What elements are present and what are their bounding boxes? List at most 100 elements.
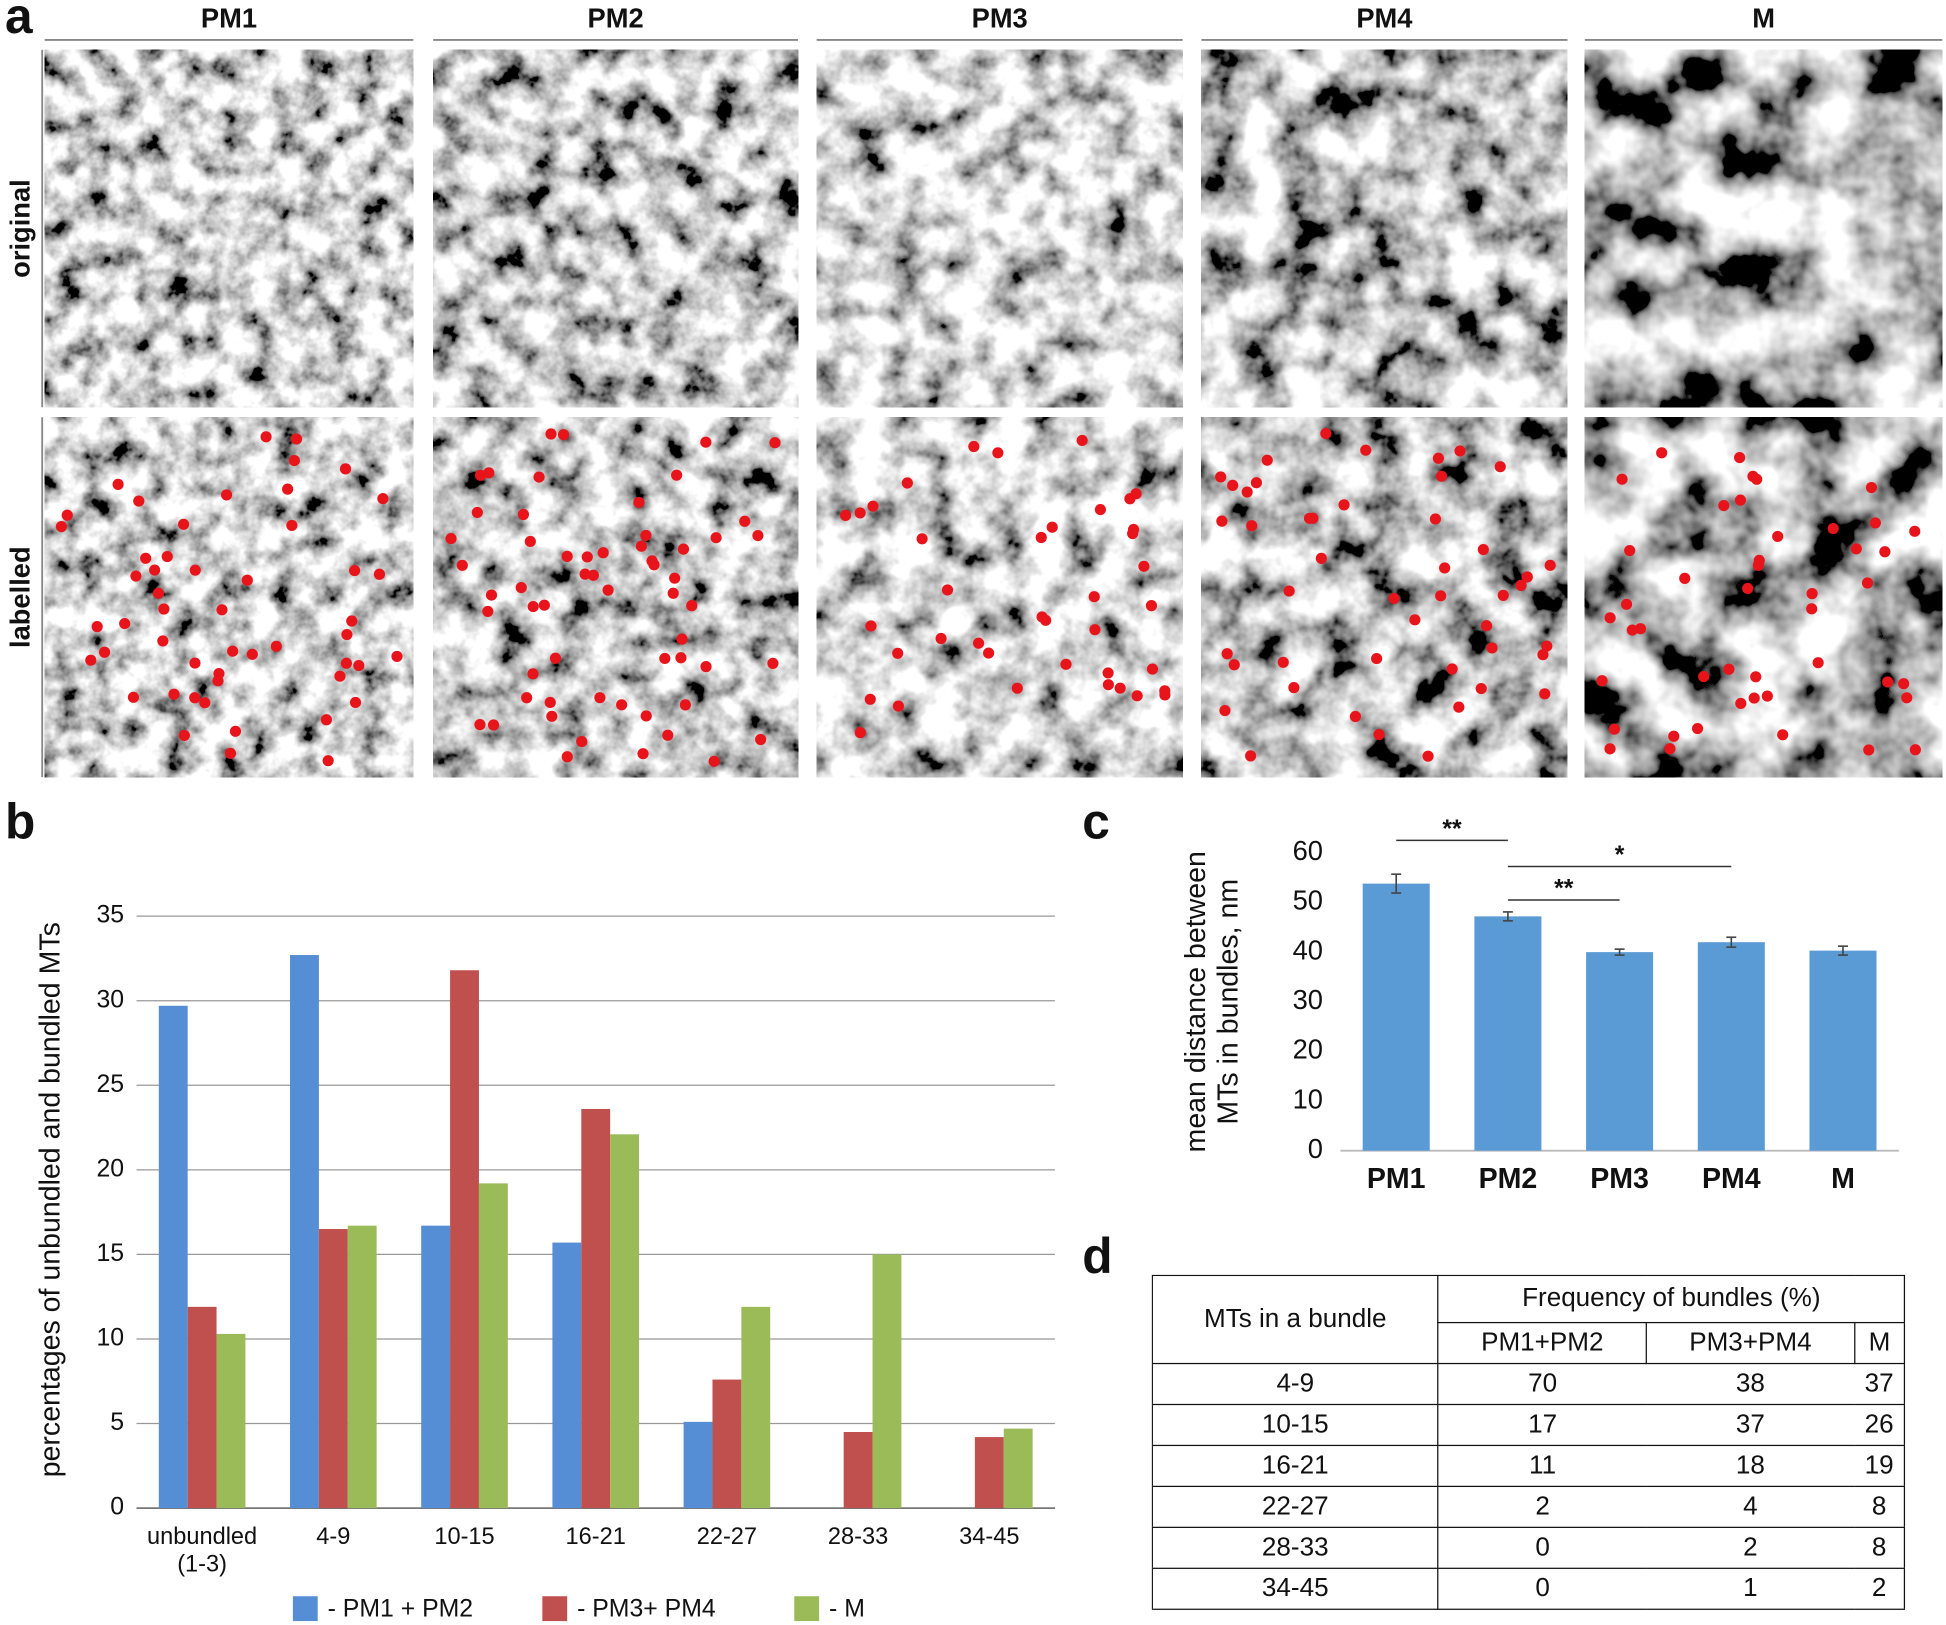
mt-marker bbox=[635, 540, 647, 552]
mt-marker bbox=[1088, 591, 1100, 603]
mt-marker bbox=[1748, 692, 1760, 704]
table-row: 28-33 0 2 8 bbox=[1152, 1526, 1905, 1569]
bar bbox=[581, 1108, 611, 1509]
mt-marker bbox=[212, 675, 224, 687]
mt-marker bbox=[112, 478, 124, 490]
y-tick-label: 35 bbox=[96, 902, 124, 929]
x-tick-wrap: 28-33 bbox=[828, 1524, 888, 1550]
mt-marker bbox=[1216, 515, 1228, 527]
mt-marker bbox=[1227, 479, 1239, 491]
mt-marker bbox=[544, 696, 556, 709]
mt-marker bbox=[671, 469, 683, 481]
bar bbox=[1809, 950, 1877, 1151]
legend-label: - M bbox=[829, 1595, 865, 1622]
mt-marker bbox=[482, 605, 494, 618]
mt-marker bbox=[667, 587, 679, 599]
mt-marker bbox=[288, 454, 300, 467]
mt-marker bbox=[445, 532, 457, 545]
row-label: 4-9 bbox=[1152, 1362, 1439, 1406]
bar bbox=[158, 1005, 188, 1509]
mt-marker bbox=[1909, 525, 1921, 537]
mt-marker bbox=[892, 700, 904, 712]
frequency-table: MTs in a bundle Frequency of bundles (%)… bbox=[1151, 1274, 1906, 1610]
y-tick-label: 40 bbox=[1293, 934, 1323, 965]
mt-marker bbox=[557, 429, 570, 441]
legend-label: - PM1 + PM2 bbox=[328, 1595, 473, 1622]
table-cell: 0 bbox=[1438, 1567, 1647, 1610]
mt-marker bbox=[229, 725, 242, 737]
mt-marker bbox=[1861, 577, 1874, 589]
table-cell: 70 bbox=[1438, 1362, 1647, 1406]
mt-marker bbox=[864, 693, 876, 705]
mt-marker bbox=[1718, 500, 1730, 512]
x-tick-label: PM3 bbox=[1590, 1163, 1649, 1195]
mt-marker bbox=[1515, 579, 1527, 591]
table-cell: 4 bbox=[1646, 1485, 1855, 1528]
mt-marker bbox=[1668, 730, 1680, 742]
mt-marker bbox=[1349, 710, 1361, 723]
bar bbox=[872, 1254, 902, 1509]
mt-marker bbox=[1146, 663, 1159, 675]
table-cell: 37 bbox=[1646, 1403, 1855, 1447]
mt-marker bbox=[189, 564, 201, 576]
mt-marker bbox=[1360, 444, 1372, 456]
mt-marker bbox=[177, 518, 190, 530]
mt-marker bbox=[340, 657, 352, 669]
mt-marker bbox=[1338, 499, 1350, 511]
mt-marker bbox=[533, 471, 545, 483]
mt-marker bbox=[1541, 640, 1553, 652]
table-cell: 8 bbox=[1854, 1485, 1905, 1528]
mt-marker bbox=[867, 500, 879, 512]
mt-marker bbox=[1127, 527, 1139, 540]
mt-marker bbox=[178, 729, 190, 741]
mt-marker bbox=[85, 654, 97, 666]
mt-marker bbox=[1102, 667, 1114, 679]
table-cell: 2 bbox=[1438, 1485, 1647, 1528]
mt-marker bbox=[648, 559, 660, 571]
mt-marker bbox=[1753, 554, 1765, 566]
mt-marker bbox=[1429, 513, 1442, 525]
mt-marker bbox=[1608, 723, 1621, 735]
table-header: MTs in a bundle bbox=[1152, 1274, 1439, 1365]
x-tick-label: 10-15 bbox=[434, 1524, 495, 1551]
mt-marker bbox=[339, 463, 352, 475]
y-tick-label: 5 bbox=[110, 1409, 124, 1436]
mt-marker bbox=[561, 550, 573, 562]
mt-marker bbox=[1219, 704, 1231, 717]
mt-marker bbox=[55, 521, 68, 533]
mt-marker bbox=[1315, 552, 1327, 564]
y-tick-label: 50 bbox=[1293, 885, 1323, 916]
mt-marker bbox=[637, 748, 649, 760]
mt-marker bbox=[992, 447, 1004, 459]
mt-marker bbox=[1303, 512, 1316, 524]
table-cell: 0 bbox=[1438, 1526, 1647, 1569]
bar bbox=[1003, 1428, 1033, 1509]
mt-marker bbox=[1679, 572, 1691, 584]
mt-marker bbox=[602, 584, 614, 596]
table-cell: 2 bbox=[1646, 1526, 1855, 1569]
mt-marker bbox=[527, 600, 539, 613]
mt-marker bbox=[282, 483, 294, 495]
mt-marker bbox=[1723, 663, 1735, 675]
mt-marker bbox=[1241, 486, 1253, 498]
bar bbox=[478, 1183, 508, 1509]
x-tick-wrap: 10-15 bbox=[434, 1524, 495, 1551]
mt-marker bbox=[1409, 614, 1421, 626]
panel-label: d bbox=[1082, 1228, 1112, 1284]
table-cell: 37 bbox=[1854, 1362, 1905, 1406]
significance-label: * bbox=[1615, 842, 1625, 869]
mt-marker bbox=[377, 493, 389, 505]
bar bbox=[843, 1432, 873, 1509]
mt-marker bbox=[189, 657, 201, 669]
mt-marker bbox=[1480, 620, 1493, 632]
x-tick-wrap: 16-21 bbox=[566, 1524, 626, 1550]
mt-marker bbox=[1521, 571, 1533, 583]
mt-marker bbox=[1245, 750, 1257, 762]
column-header: M bbox=[1752, 2, 1775, 33]
mt-marker bbox=[341, 628, 353, 641]
row-label: original bbox=[5, 179, 36, 278]
mt-marker bbox=[290, 433, 303, 445]
micrograph bbox=[1201, 417, 1568, 778]
mt-marker bbox=[1750, 671, 1762, 683]
mt-marker bbox=[485, 589, 498, 601]
